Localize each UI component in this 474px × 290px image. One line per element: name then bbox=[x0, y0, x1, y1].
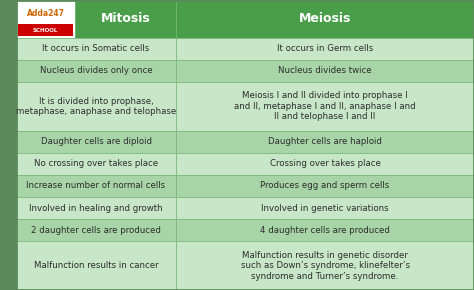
Bar bbox=[16, 175, 176, 197]
Bar bbox=[176, 0, 474, 38]
Text: 2 daughter cells are produced: 2 daughter cells are produced bbox=[31, 226, 161, 235]
Bar bbox=[16, 241, 176, 290]
Bar bbox=[176, 241, 474, 290]
Bar bbox=[176, 219, 474, 241]
Bar bbox=[176, 197, 474, 219]
Text: Meiosis I and II divided into prophase I
and II, metaphase I and II, anaphase I : Meiosis I and II divided into prophase I… bbox=[234, 91, 416, 121]
Text: 4 daughter cells are produced: 4 daughter cells are produced bbox=[260, 226, 390, 235]
Text: It occurs in Somatic cells: It occurs in Somatic cells bbox=[42, 44, 150, 53]
Text: Nucleus divides only once: Nucleus divides only once bbox=[40, 66, 152, 75]
Bar bbox=[176, 60, 474, 82]
Text: Malfunction results in cancer: Malfunction results in cancer bbox=[34, 261, 158, 270]
Bar bbox=[16, 0, 75, 38]
Bar bbox=[16, 38, 176, 60]
Bar bbox=[75, 0, 176, 38]
Bar bbox=[16, 82, 176, 131]
Text: Mitosis: Mitosis bbox=[101, 12, 151, 25]
Bar bbox=[176, 82, 474, 131]
Text: Adda247: Adda247 bbox=[27, 9, 64, 18]
Bar bbox=[16, 153, 176, 175]
Bar bbox=[176, 131, 474, 153]
Text: SCHOOL: SCHOOL bbox=[33, 28, 58, 33]
Bar bbox=[176, 153, 474, 175]
Text: Meiosis: Meiosis bbox=[299, 12, 351, 25]
Text: No crossing over takes place: No crossing over takes place bbox=[34, 159, 158, 168]
Text: Involved in genetic variations: Involved in genetic variations bbox=[261, 204, 389, 213]
Bar bbox=[16, 197, 176, 219]
Text: Increase number of normal cells: Increase number of normal cells bbox=[27, 182, 165, 191]
Text: Crossing over takes place: Crossing over takes place bbox=[270, 159, 381, 168]
Bar bbox=[18, 24, 73, 36]
Text: Daughter cells are diploid: Daughter cells are diploid bbox=[40, 137, 152, 146]
Text: Produces egg and sperm cells: Produces egg and sperm cells bbox=[261, 182, 390, 191]
Text: It occurs in Germ cells: It occurs in Germ cells bbox=[277, 44, 373, 53]
Text: Daughter cells are haploid: Daughter cells are haploid bbox=[268, 137, 382, 146]
Bar bbox=[16, 219, 176, 241]
Bar bbox=[16, 131, 176, 153]
Text: Malfunction results in genetic disorder
such as Down’s syndrome, klinefelter’s
s: Malfunction results in genetic disorder … bbox=[240, 251, 410, 280]
Text: It is divided into prophase,
metaphase, anaphase and telophase: It is divided into prophase, metaphase, … bbox=[16, 97, 176, 116]
Bar bbox=[176, 38, 474, 60]
Bar bbox=[16, 60, 176, 82]
Text: Nucleus divides twice: Nucleus divides twice bbox=[278, 66, 372, 75]
Bar bbox=[176, 175, 474, 197]
Text: Involved in healing and growth: Involved in healing and growth bbox=[29, 204, 163, 213]
